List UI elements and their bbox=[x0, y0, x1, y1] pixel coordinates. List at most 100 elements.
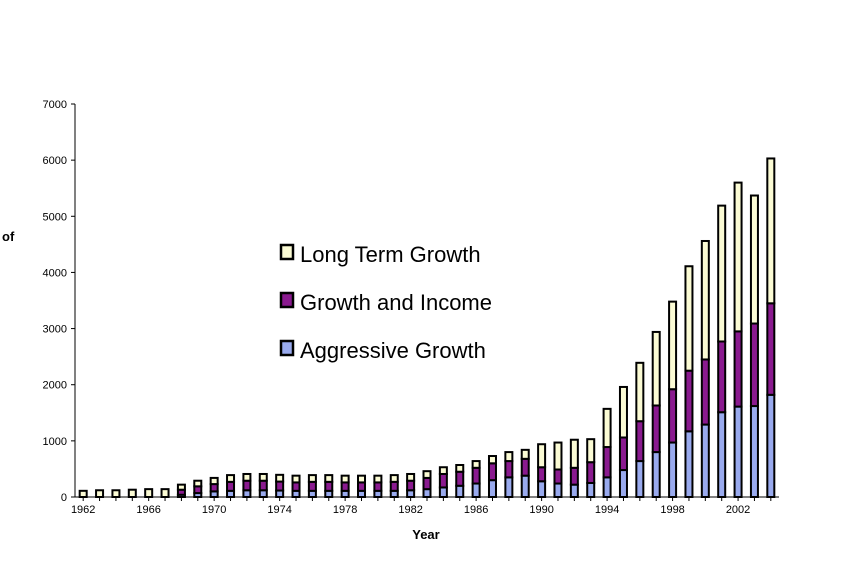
bar-segment bbox=[357, 481, 367, 492]
bar-segment bbox=[209, 483, 219, 493]
bar-segment bbox=[766, 157, 776, 305]
bar-stack-2003 bbox=[749, 194, 759, 499]
x-tick-label: 1982 bbox=[398, 504, 422, 516]
bar-segment bbox=[766, 393, 776, 499]
bar-segment bbox=[455, 484, 465, 498]
bar-segment bbox=[553, 482, 563, 499]
y-axis-title: of bbox=[2, 229, 15, 244]
bar-stack-1963 bbox=[95, 489, 105, 498]
bar-stack-1974 bbox=[275, 473, 285, 499]
bar-segment bbox=[78, 489, 88, 498]
bar-segment bbox=[618, 385, 628, 439]
bar-segment bbox=[651, 330, 661, 407]
bar-segment bbox=[471, 460, 481, 469]
bar-segment bbox=[438, 486, 448, 499]
bar-stack-1966 bbox=[144, 488, 154, 499]
bar-segment bbox=[766, 302, 776, 396]
bar-stack-1992 bbox=[569, 438, 579, 498]
x-tick-label: 1974 bbox=[267, 504, 291, 516]
bar-segment bbox=[144, 488, 154, 499]
bar-stack-1968 bbox=[176, 483, 186, 498]
y-tick-label: 0 bbox=[61, 492, 67, 504]
bar-stack-1997 bbox=[651, 330, 661, 499]
bar-segment bbox=[176, 483, 186, 491]
bar-stack-1994 bbox=[602, 407, 612, 499]
bar-segment bbox=[717, 411, 727, 498]
bar-segment bbox=[635, 460, 645, 498]
x-tick-label: 1994 bbox=[595, 504, 619, 516]
legend-label: Long Term Growth bbox=[300, 242, 481, 267]
bar-segment bbox=[209, 476, 219, 486]
bar-stack-1977 bbox=[324, 474, 334, 498]
bar-segment bbox=[373, 481, 383, 492]
bar-segment bbox=[537, 466, 547, 483]
bar-segment bbox=[422, 488, 432, 499]
x-tick-label: 1986 bbox=[464, 504, 488, 516]
bar-segment bbox=[553, 468, 563, 485]
bar-stack-1983 bbox=[422, 470, 432, 499]
bar-segment bbox=[422, 470, 432, 479]
x-tick-label: 1998 bbox=[660, 504, 684, 516]
bar-segment bbox=[537, 480, 547, 498]
bar-segment bbox=[406, 472, 416, 482]
legend-item: Growth and Income bbox=[279, 290, 492, 315]
bar-stack-1996 bbox=[635, 361, 645, 498]
x-tick-label: 1978 bbox=[333, 504, 357, 516]
bar-stack-1973 bbox=[258, 472, 268, 498]
bar-segment bbox=[668, 300, 678, 391]
bar-stack-1971 bbox=[226, 474, 236, 498]
bar-segment bbox=[389, 480, 399, 492]
bar-stack-1999 bbox=[684, 265, 694, 499]
bar-segment bbox=[193, 485, 203, 495]
bar-segment bbox=[618, 469, 628, 498]
bar-stack-1995 bbox=[618, 385, 628, 498]
y-tick-label: 5000 bbox=[43, 211, 67, 223]
y-tick-label: 7000 bbox=[43, 99, 67, 111]
bar-segment bbox=[307, 480, 317, 492]
bar-segment bbox=[258, 472, 268, 482]
bar-segment bbox=[749, 322, 759, 408]
y-ticks: 0 1000 2000 3000 4000 5000 6000 7000 bbox=[43, 99, 75, 504]
bar-stack-1964 bbox=[111, 489, 121, 498]
bar-segment bbox=[504, 460, 514, 479]
bar-segment bbox=[242, 489, 252, 498]
bar-stack-1962 bbox=[78, 489, 88, 498]
bar-segment bbox=[275, 480, 285, 492]
bar-segment bbox=[242, 472, 252, 482]
bar-segment bbox=[537, 443, 547, 469]
bar-segment bbox=[569, 483, 579, 498]
bar-segment bbox=[406, 479, 416, 492]
bar-segment bbox=[340, 474, 350, 484]
bar-segment bbox=[520, 474, 530, 498]
bar-segment bbox=[749, 405, 759, 499]
y-tick-label: 3000 bbox=[43, 324, 67, 336]
bar-segment bbox=[291, 474, 301, 484]
bar-segment bbox=[520, 448, 530, 460]
bar-stack-1981 bbox=[389, 474, 399, 498]
bar-stack-2004 bbox=[766, 157, 776, 499]
y-tick-label: 6000 bbox=[43, 155, 67, 167]
y-tick-label: 1000 bbox=[43, 436, 67, 448]
x-tick-label: 1990 bbox=[529, 504, 553, 516]
bar-stack-1990 bbox=[537, 443, 547, 498]
bar-segment bbox=[733, 405, 743, 498]
x-axis-title: Year bbox=[412, 527, 439, 542]
bar-segment bbox=[471, 466, 481, 485]
bar-stack-1986 bbox=[471, 460, 481, 499]
bars-layer bbox=[78, 157, 776, 499]
legend-swatch bbox=[279, 243, 295, 261]
bar-segment bbox=[291, 481, 301, 492]
bar-segment bbox=[193, 479, 203, 488]
bar-stack-1991 bbox=[553, 441, 563, 499]
legend-item: Long Term Growth bbox=[279, 242, 481, 267]
bar-segment bbox=[258, 489, 268, 498]
bar-segment bbox=[651, 451, 661, 499]
legend: Long Term Growth Growth and Income Aggress… bbox=[279, 242, 492, 363]
bar-segment bbox=[324, 480, 334, 492]
x-ticks: 1962 1966 1970 1974 1978 1982 1986 1990 1994 1998… bbox=[71, 497, 772, 516]
bar-segment bbox=[438, 472, 448, 489]
bar-stack-1976 bbox=[307, 474, 317, 498]
bar-segment bbox=[160, 488, 170, 499]
bar-segment bbox=[487, 479, 497, 498]
bar-segment bbox=[602, 476, 612, 499]
